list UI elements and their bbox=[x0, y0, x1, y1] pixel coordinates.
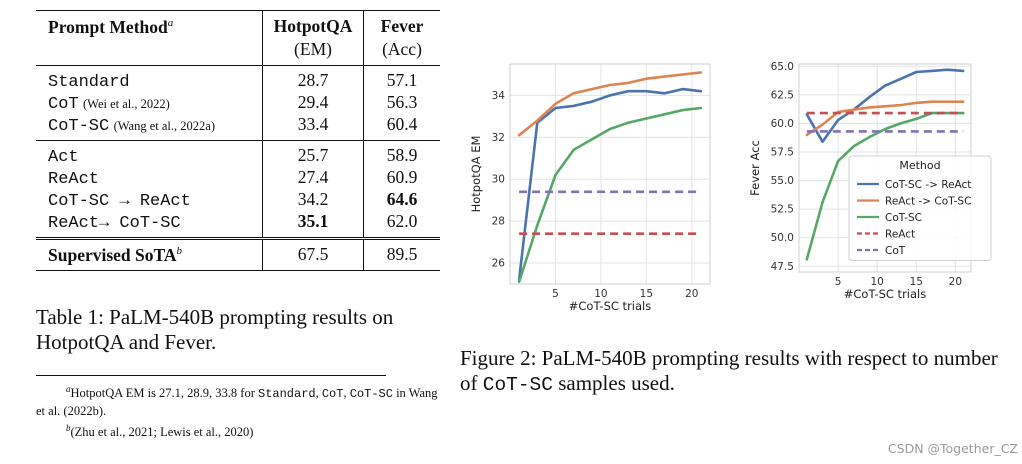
method-name: CoT bbox=[48, 94, 79, 114]
series-line-cot-sc-react bbox=[517, 87, 703, 282]
chart-panel-2: 47.5 50.0 52.5 55.0 57.5 60.0 62.5 65.0 5 10 15 20 #… bbox=[748, 61, 992, 301]
method-name: CoT-SC → ReAct bbox=[48, 191, 191, 211]
hotpot-value: 25.7 bbox=[262, 140, 364, 167]
results-table: Prompt Methoda HotpotQA Fever (EM) (Acc)… bbox=[36, 10, 440, 271]
x-tick-label: 10 bbox=[594, 288, 607, 300]
method-citation: (Wei et al., 2022) bbox=[82, 96, 170, 111]
method-name: ReAct bbox=[48, 169, 100, 189]
footnotes: aHotpotQA EM is 27.1, 28.9, 33.8 for Sta… bbox=[36, 381, 446, 441]
footnote-b: b(Zhu et al., 2021; Lewis et al., 2020) bbox=[66, 423, 254, 440]
chart-panel-1: 26 28 30 32 34 5 10 15 20 #CoT-SC trials HotpotQA … bbox=[469, 63, 711, 313]
header-prompt-method: Prompt Methoda bbox=[36, 10, 263, 39]
header-hotpotqa-metric: (EM) bbox=[262, 39, 364, 66]
hotpot-value: 27.4 bbox=[262, 167, 364, 189]
footnote-divider bbox=[36, 375, 386, 376]
hotpot-value: 34.2 bbox=[262, 189, 364, 211]
x-tick-label: 5 bbox=[552, 288, 559, 300]
fever-value: 60.9 bbox=[363, 167, 440, 189]
y-tick-label: 50.0 bbox=[771, 232, 794, 244]
hotpot-value: 67.5 bbox=[262, 237, 364, 271]
table-row: CoT-SC → ReAct 34.2 64.6 bbox=[36, 189, 440, 211]
fever-value-best: 64.6 bbox=[363, 189, 440, 211]
hotpot-value-best: 35.1 bbox=[262, 211, 364, 239]
series-line-cot-sc-react bbox=[805, 68, 965, 143]
table-row: Act 25.7 58.9 bbox=[36, 140, 440, 167]
method-name: Standard bbox=[48, 72, 130, 92]
figure-caption: Figure 2: PaLM-540B prompting results wi… bbox=[460, 346, 998, 396]
figure-2-charts: 26 28 30 32 34 5 10 15 20 #CoT-SC trials HotpotQA … bbox=[469, 61, 992, 313]
y-tick-label: 65.0 bbox=[771, 61, 794, 73]
y-tick-label: 26 bbox=[492, 258, 506, 270]
y-tick-label: 32 bbox=[492, 132, 505, 144]
hotpot-value: 29.4 bbox=[262, 92, 364, 114]
legend-entry: CoT-SC bbox=[885, 212, 922, 224]
legend-entry: ReAct -> CoT-SC bbox=[885, 196, 971, 208]
x-tick-label: 15 bbox=[640, 288, 653, 300]
x-axis-label: #CoT-SC trials bbox=[569, 299, 651, 313]
chart-legend: Method CoT-SC -> ReAct ReAct -> CoT-SC CoT-… bbox=[848, 155, 992, 261]
y-tick-label: 34 bbox=[492, 90, 506, 102]
legend-entry: ReAct bbox=[885, 229, 915, 241]
legend-title: Method bbox=[899, 159, 940, 172]
table-row: Standard 28.7 57.1 bbox=[36, 65, 440, 92]
legend-box bbox=[848, 155, 992, 261]
method-name: ReAct→ CoT-SC bbox=[48, 213, 181, 233]
fever-value: 62.0 bbox=[363, 211, 440, 239]
x-tick-label: 20 bbox=[685, 288, 698, 300]
x-tick-label: 20 bbox=[949, 276, 962, 288]
x-axis-label: #CoT-SC trials bbox=[844, 287, 926, 301]
fever-value: 56.3 bbox=[363, 92, 440, 114]
y-tick-label: 28 bbox=[492, 216, 505, 228]
header-fever: Fever bbox=[363, 10, 440, 39]
method-name: Act bbox=[48, 147, 79, 167]
plot-frame bbox=[509, 63, 711, 285]
table-header-metric-row: (EM) (Acc) bbox=[36, 39, 440, 66]
y-axis-label: HotpotQA EM bbox=[469, 136, 483, 213]
header-fever-metric: (Acc) bbox=[363, 39, 440, 66]
series-line-react-cot-sc bbox=[805, 100, 965, 137]
y-tick-label: 62.5 bbox=[771, 89, 794, 101]
y-tick-label: 47.5 bbox=[771, 261, 794, 273]
table-row: CoT-SC (Wang et al., 2022a) 33.4 60.4 bbox=[36, 114, 440, 141]
x-tick-label: 5 bbox=[835, 276, 842, 288]
fever-value: 58.9 bbox=[363, 140, 440, 167]
table-row-supervised: Supervised SoTAb 67.5 89.5 bbox=[36, 237, 440, 271]
table-caption: Table 1: PaLM-540B prompting results on … bbox=[36, 305, 394, 354]
watermark: CSDN @Together_CZ bbox=[887, 441, 1018, 456]
footnote-a: aHotpotQA EM is 27.1, 28.9, 33.8 for Sta… bbox=[36, 384, 438, 419]
x-tick-label: 10 bbox=[870, 276, 883, 288]
legend-entry: CoT bbox=[885, 245, 906, 257]
x-tick-label: 15 bbox=[910, 276, 923, 288]
table-row: ReAct→ CoT-SC 35.1 62.0 bbox=[36, 211, 440, 239]
y-tick-label: 52.5 bbox=[771, 204, 794, 216]
fever-value: 89.5 bbox=[363, 237, 440, 271]
y-axis-label: Fever Acc bbox=[748, 140, 762, 196]
fever-value: 60.4 bbox=[363, 114, 440, 141]
y-tick-label: 57.5 bbox=[771, 147, 794, 159]
plot-background bbox=[510, 64, 710, 284]
header-hotpotqa: HotpotQA bbox=[262, 10, 364, 39]
series-line-react-cot-sc bbox=[517, 71, 703, 137]
y-tick-label: 60.0 bbox=[771, 118, 794, 130]
y-tick-label: 55.0 bbox=[771, 175, 794, 187]
fever-value: 57.1 bbox=[363, 65, 440, 92]
table-row: ReAct 27.4 60.9 bbox=[36, 167, 440, 189]
table-header-row: Prompt Methoda HotpotQA Fever bbox=[36, 10, 440, 39]
supervised-sota-label: Supervised SoTAb bbox=[36, 237, 263, 271]
method-citation: (Wang et al., 2022a) bbox=[113, 118, 215, 133]
table-row: CoT (Wei et al., 2022) 29.4 56.3 bbox=[36, 92, 440, 114]
method-name: CoT-SC bbox=[48, 116, 110, 136]
hotpot-value: 28.7 bbox=[262, 65, 364, 92]
y-tick-label: 30 bbox=[492, 174, 505, 186]
legend-entry: CoT-SC -> ReAct bbox=[885, 179, 971, 191]
hotpot-value: 33.4 bbox=[262, 114, 364, 141]
